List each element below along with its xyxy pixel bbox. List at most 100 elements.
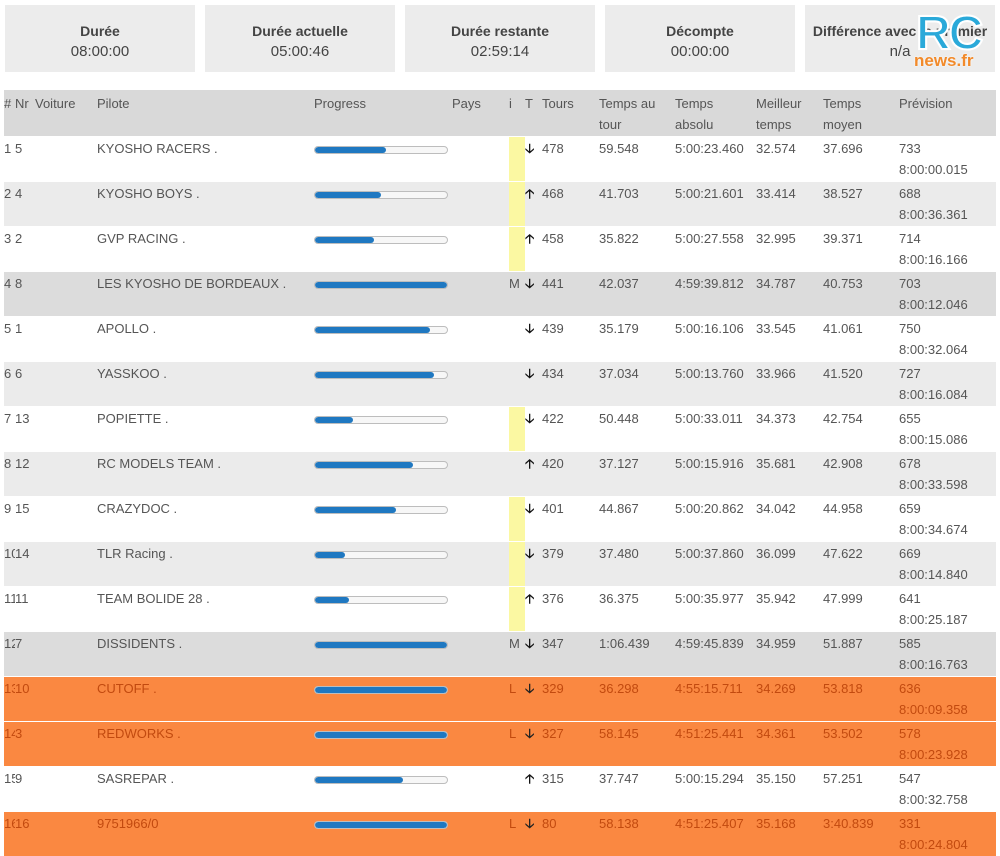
cell-moyen: 44.958 (823, 497, 899, 542)
col-prevision[interactable]: Prévision (899, 90, 996, 137)
cell-meilleur: 35.942 (756, 587, 823, 632)
cell-tours: 422 (542, 407, 599, 452)
progress-bar (314, 641, 448, 649)
cell-pays (452, 677, 509, 722)
prevision-laps: 659 (899, 498, 996, 519)
col-progress[interactable]: Progress (314, 90, 452, 137)
arrow-up-icon: 🡡 (525, 453, 534, 474)
cell-tours: 458 (542, 227, 599, 272)
cell-temps-tour: 35.822 (599, 227, 675, 272)
cell-temps-tour: 35.179 (599, 317, 675, 362)
cell-t: 🡡 (525, 182, 542, 227)
cell-temps-absolu: 4:59:45.839 (675, 632, 756, 677)
cell-progress (314, 137, 452, 182)
progress-bar (314, 371, 448, 379)
cell-nr: 10 (15, 677, 35, 722)
stat-label: Durée (5, 22, 195, 40)
cell-nr: 6 (15, 362, 35, 407)
cell-meilleur: 34.361 (756, 722, 823, 767)
cell-temps-tour: 41.703 (599, 182, 675, 227)
cell-pilote: GVP RACING . (97, 227, 314, 272)
cell-moyen: 47.999 (823, 587, 899, 632)
cell-nr: 5 (15, 137, 35, 182)
cell-pilote: 9751966/0 (97, 812, 314, 856)
progress-bar (314, 326, 448, 334)
cell-temps-absolu: 5:00:35.977 (675, 587, 756, 632)
col-pos[interactable]: # (4, 90, 15, 137)
cell-t: 🡣 (525, 722, 542, 767)
col-nr[interactable]: Nr (15, 90, 35, 137)
prevision-time: 8:00:16.166 (899, 249, 996, 270)
cell-progress (314, 632, 452, 677)
cell-tours: 376 (542, 587, 599, 632)
progress-bar-fill (315, 282, 447, 288)
cell-pilote: CUTOFF . (97, 677, 314, 722)
cell-pos: 2 (4, 182, 15, 227)
col-voiture[interactable]: Voiture (35, 90, 97, 137)
cell-moyen: 39.371 (823, 227, 899, 272)
prevision-laps: 714 (899, 228, 996, 249)
cell-nr: 12 (15, 452, 35, 497)
cell-progress (314, 767, 452, 812)
cell-temps-tour: 36.375 (599, 587, 675, 632)
cell-moyen: 42.908 (823, 452, 899, 497)
cell-moyen: 53.502 (823, 722, 899, 767)
prevision-laps: 331 (899, 813, 996, 834)
col-pays[interactable]: Pays (452, 90, 509, 137)
cell-voiture (35, 632, 97, 677)
stat-value: 05:00:46 (205, 42, 395, 62)
progress-bar-fill (315, 822, 447, 828)
col-tours[interactable]: Tours (542, 90, 599, 137)
cell-i (509, 767, 525, 812)
cell-meilleur: 33.545 (756, 317, 823, 362)
cell-nr: 14 (15, 542, 35, 587)
stat-label: Décompte (605, 22, 795, 40)
cell-t: 🡣 (525, 677, 542, 722)
progress-bar (314, 236, 448, 244)
cell-voiture (35, 587, 97, 632)
col-temps-absolu-l1: Temps (675, 96, 713, 111)
cell-meilleur: 32.995 (756, 227, 823, 272)
cell-pilote: TEAM BOLIDE 28 . (97, 587, 314, 632)
cell-t: 🡡 (525, 227, 542, 272)
progress-bar-fill (315, 597, 349, 603)
cell-i (509, 227, 525, 272)
cell-tours: 80 (542, 812, 599, 856)
progress-bar (314, 281, 448, 289)
stat-value: 00:00:00 (605, 42, 795, 62)
cell-voiture (35, 407, 97, 452)
prevision-time: 8:00:16.084 (899, 384, 996, 405)
arrow-up-icon: 🡡 (525, 588, 534, 609)
cell-nr: 7 (15, 632, 35, 677)
cell-voiture (35, 722, 97, 767)
col-i[interactable]: i (509, 90, 525, 137)
cell-meilleur: 34.373 (756, 407, 823, 452)
cell-t: 🡣 (525, 632, 542, 677)
cell-t: 🡣 (525, 542, 542, 587)
cell-temps-tour: 37.127 (599, 452, 675, 497)
progress-bar-fill (315, 372, 434, 378)
arrow-up-icon: 🡡 (525, 768, 534, 789)
prevision-laps: 655 (899, 408, 996, 429)
prevision-laps: 636 (899, 678, 996, 699)
cell-tours: 478 (542, 137, 599, 182)
cell-t: 🡣 (525, 362, 542, 407)
cell-temps-absolu: 5:00:16.106 (675, 317, 756, 362)
cell-progress (314, 407, 452, 452)
progress-bar (314, 776, 448, 784)
cell-temps-tour: 58.138 (599, 812, 675, 856)
progress-bar (314, 191, 448, 199)
col-t[interactable]: T (525, 90, 542, 137)
col-pilote[interactable]: Pilote (97, 90, 314, 137)
prevision-laps: 703 (899, 273, 996, 294)
cell-t: 🡡 (525, 767, 542, 812)
